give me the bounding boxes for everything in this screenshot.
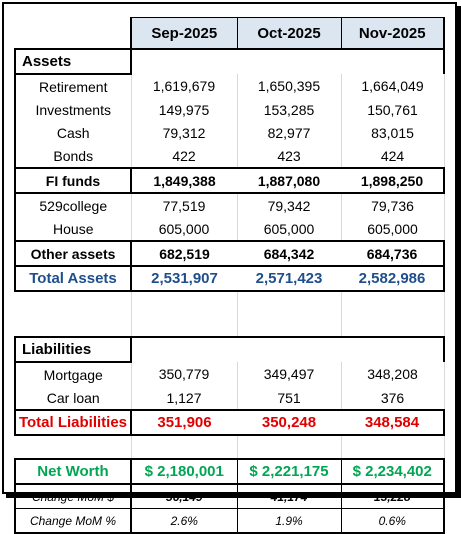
row-label: Total Assets (14, 265, 132, 292)
cell-value: 605,000 (237, 217, 342, 241)
cell-value: 79,736 (341, 193, 445, 217)
cell-value: $ 2,221,175 (236, 458, 342, 485)
other-assets-row: Other assets 682,519 684,342 684,736 (14, 240, 445, 266)
cell-value: 13,228 (340, 483, 445, 509)
liabilities-header: Liabilities (14, 336, 132, 363)
cell-value: 350,248 (237, 409, 341, 436)
cell-value: 1,898,250 (341, 167, 445, 194)
table-row: Car loan 1,127 751 376 (14, 386, 445, 410)
table-row: Cash 79,312 82,977 83,015 (14, 121, 445, 144)
corner-cell (15, 17, 132, 49)
table-row: Investments 149,975 153,285 150,761 (14, 98, 445, 121)
cell-value: 1,650,395 (237, 74, 342, 98)
assets-header: Assets (14, 48, 132, 75)
cell-value: 0.6% (340, 508, 445, 534)
cell-value: 1.9% (236, 508, 342, 534)
row-label: Cash (14, 121, 132, 144)
row-label: Mortgage (14, 362, 132, 386)
cell-value: 56,149 (130, 483, 238, 509)
cell-value: 350,779 (131, 362, 238, 386)
row-label: Change MoM % (14, 508, 132, 534)
change-dollar-row: Change MoM $ 56,149 41,174 13,228 (14, 483, 445, 509)
table-row: House 605,000 605,000 605,000 (14, 217, 445, 241)
row-label: Total Liabilities (14, 409, 132, 436)
cell-value: 149,975 (131, 98, 238, 121)
cell-value: 376 (341, 386, 445, 410)
table-row: Retirement 1,619,679 1,650,395 1,664,049 (14, 74, 445, 98)
cell-value: 2,571,423 (237, 265, 341, 292)
spacer-row (15, 314, 445, 337)
cell-value: 684,736 (341, 240, 445, 266)
liabilities-header-row: Liabilities (14, 336, 445, 363)
cell-value: 2,531,907 (131, 265, 237, 292)
spacer-row (15, 435, 445, 459)
table-row: 529college 77,519 79,342 79,736 (14, 193, 445, 217)
cell-value: 150,761 (341, 98, 445, 121)
cell-value: 2,582,986 (341, 265, 445, 292)
cell-value: 423 (237, 144, 342, 168)
row-label: Net Worth (14, 458, 132, 485)
cell-value: 1,127 (131, 386, 238, 410)
assets-header-row: Assets (14, 48, 445, 75)
month-header: Nov-2025 (340, 17, 445, 50)
table-row: Bonds 422 423 424 (14, 144, 445, 168)
cell-value: 2.6% (130, 508, 238, 534)
fi-funds-row: FI funds 1,849,388 1,887,080 1,898,250 (14, 167, 445, 194)
cell-value: $ 2,180,001 (130, 458, 238, 485)
cell-value: 77,519 (131, 193, 238, 217)
cell-value: 605,000 (341, 217, 445, 241)
net-worth-table: Sep-2025 Oct-2025 Nov-2025 Assets Retire… (14, 17, 445, 534)
cell-value: 83,015 (341, 121, 445, 144)
row-label: 529college (14, 193, 132, 217)
cell-value: 1,664,049 (341, 74, 445, 98)
cell-value: 1,887,080 (237, 167, 341, 194)
cell-value: 349,497 (237, 362, 342, 386)
cell-value: 751 (237, 386, 342, 410)
total-liabilities-row: Total Liabilities 351,906 350,248 348,58… (14, 409, 445, 436)
cell-value: 351,906 (131, 409, 237, 436)
cell-value: 79,342 (237, 193, 342, 217)
cell-value: 41,174 (236, 483, 342, 509)
row-label: House (14, 217, 132, 241)
cell-value: 424 (341, 144, 445, 168)
cell-value: 82,977 (237, 121, 342, 144)
spacer-row (15, 291, 445, 314)
month-header: Sep-2025 (130, 17, 238, 50)
cell-value: 1,849,388 (131, 167, 237, 194)
row-label: Car loan (14, 386, 132, 410)
cell-value: 79,312 (131, 121, 238, 144)
change-pct-row: Change MoM % 2.6% 1.9% 0.6% (14, 508, 445, 534)
table-row: Mortgage 350,779 349,497 348,208 (14, 362, 445, 386)
cell-value: 682,519 (131, 240, 237, 266)
cell-value: 1,619,679 (131, 74, 238, 98)
month-header: Oct-2025 (236, 17, 342, 50)
cell-value: 422 (131, 144, 238, 168)
cell-value: 348,208 (341, 362, 445, 386)
month-header-row: Sep-2025 Oct-2025 Nov-2025 (15, 17, 445, 50)
row-label: Retirement (14, 74, 132, 98)
row-label: Investments (14, 98, 132, 121)
cell-value: 153,285 (237, 98, 342, 121)
row-label: Bonds (14, 144, 132, 168)
net-worth-row: Net Worth $ 2,180,001 $ 2,221,175 $ 2,23… (14, 458, 445, 485)
cell-value: 605,000 (131, 217, 238, 241)
cell-value: 348,584 (341, 409, 445, 436)
total-assets-row: Total Assets 2,531,907 2,571,423 2,582,9… (14, 265, 445, 292)
cell-value: 684,342 (237, 240, 341, 266)
row-label: FI funds (14, 167, 132, 194)
row-label: Other assets (14, 240, 132, 266)
row-label: Change MoM $ (14, 483, 132, 509)
cell-value: $ 2,234,402 (340, 458, 445, 485)
